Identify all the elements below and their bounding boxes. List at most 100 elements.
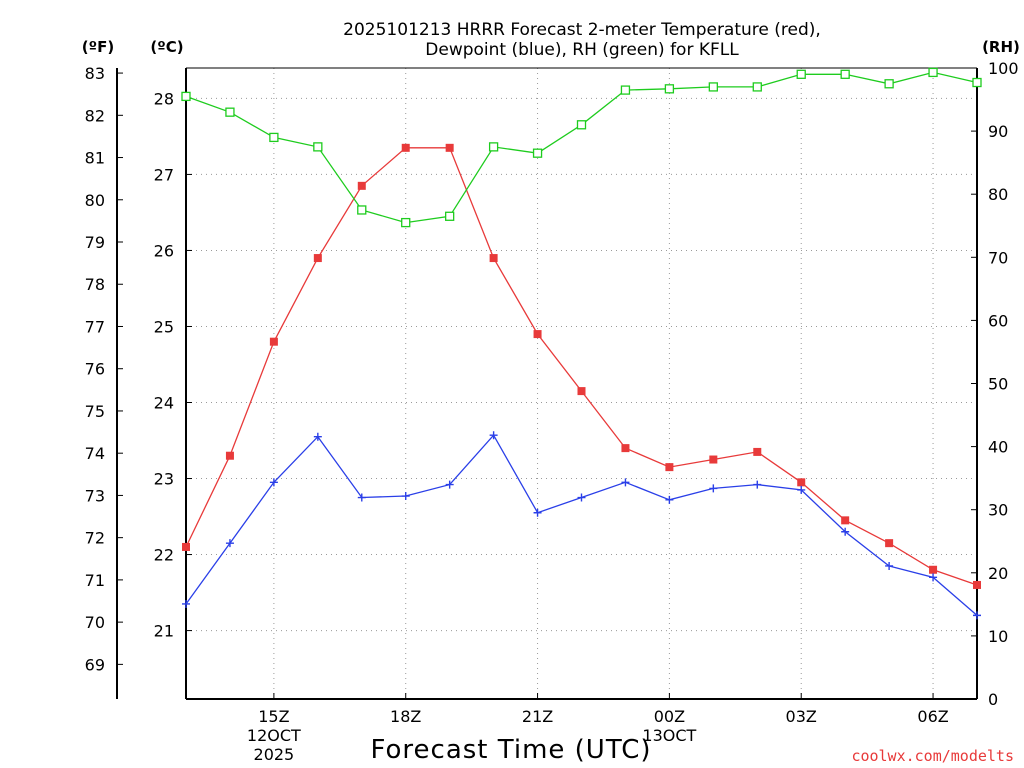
dewpoint-point bbox=[709, 484, 718, 493]
fahrenheit-tick-label: 74 bbox=[85, 444, 105, 463]
temperature-point bbox=[753, 447, 762, 456]
temperature-point bbox=[401, 143, 410, 152]
rh-point bbox=[532, 148, 543, 158]
temperature-point bbox=[313, 254, 322, 263]
chart-title-line-2: Dewpoint (blue), RH (green) for KFLL bbox=[425, 40, 739, 60]
rh-point bbox=[840, 69, 850, 79]
x-tick-label: 00Z bbox=[654, 707, 685, 726]
rh-point bbox=[928, 67, 938, 78]
dewpoint-point bbox=[269, 478, 278, 487]
celsius-tick-label: 26 bbox=[154, 241, 174, 260]
axis-layer: 69 70 71 72 73 74 75 76 77 78 79 80 81 82 83 21 22 23 24 25… bbox=[85, 59, 1019, 764]
temperature-point bbox=[709, 455, 718, 464]
x-tick-label: 21Z bbox=[522, 707, 553, 726]
rh-tick-label: 100 bbox=[988, 59, 1019, 78]
fahrenheit-tick-label: 82 bbox=[85, 106, 105, 125]
celsius-tick-label: 23 bbox=[154, 470, 174, 489]
x-tick-label: 18Z bbox=[390, 707, 421, 726]
rh-point bbox=[313, 142, 323, 152]
rh-point bbox=[401, 217, 411, 228]
temperature-point bbox=[445, 143, 454, 152]
fahrenheit-tick-label: 71 bbox=[85, 571, 105, 590]
dewpoint-point bbox=[577, 493, 586, 502]
temperature-point bbox=[533, 330, 542, 339]
dewpoint-point bbox=[929, 573, 938, 582]
celsius-tick-label: 25 bbox=[154, 317, 174, 336]
rh-point bbox=[884, 79, 894, 89]
dewpoint-point bbox=[225, 539, 234, 548]
rh-point bbox=[708, 82, 718, 92]
fahrenheit-tick-label: 81 bbox=[85, 149, 105, 168]
temperature-point bbox=[269, 337, 278, 346]
rh-tick-label: 70 bbox=[988, 248, 1008, 267]
celsius-tick-label: 21 bbox=[154, 622, 174, 641]
dewpoint-point bbox=[357, 493, 366, 502]
rh-tick-label: 40 bbox=[988, 438, 1008, 457]
rh-tick-label: 20 bbox=[988, 564, 1008, 583]
rh-point bbox=[620, 85, 631, 95]
temperature-point bbox=[225, 451, 234, 460]
chart-title-line-1: 2025101213 HRRR Forecast 2-meter Tempera… bbox=[343, 20, 821, 40]
dewpoint-point bbox=[753, 480, 762, 489]
temperature-point bbox=[885, 539, 894, 548]
site-credit: coolwx.com/modelts bbox=[851, 747, 1014, 765]
x-axis-title: Forecast Time (UTC) bbox=[370, 735, 651, 765]
dewpoint-point bbox=[841, 527, 850, 536]
rh-point bbox=[576, 120, 587, 130]
temperature-point bbox=[973, 580, 981, 589]
fahrenheit-tick-label: 72 bbox=[85, 529, 105, 548]
rh-point bbox=[357, 205, 367, 215]
x-tick-label: 13OCT bbox=[642, 726, 696, 745]
temperature-point bbox=[357, 181, 366, 190]
dewpoint-point bbox=[885, 561, 894, 570]
x-tick-label: 06Z bbox=[917, 707, 948, 726]
fahrenheit-tick-label: 73 bbox=[85, 486, 105, 505]
x-tick-label: 2025 bbox=[254, 745, 295, 764]
dewpoint-point bbox=[445, 480, 454, 489]
rh-point bbox=[225, 107, 235, 117]
celsius-tick-label: 24 bbox=[154, 394, 174, 413]
dewpoint-point bbox=[489, 431, 498, 440]
fahrenheit-tick-label: 76 bbox=[85, 360, 105, 379]
dewpoint-point bbox=[973, 611, 981, 620]
fahrenheit-tick-label: 77 bbox=[85, 317, 105, 336]
rh-point bbox=[972, 77, 982, 88]
rh-point bbox=[796, 69, 806, 79]
celsius-unit-label: (ºC) bbox=[150, 38, 183, 56]
dewpoint-point bbox=[401, 492, 410, 501]
dewpoint-point bbox=[621, 478, 630, 487]
rh-unit-label: (RH) bbox=[982, 38, 1020, 56]
grid-layer bbox=[186, 68, 977, 699]
temperature-point bbox=[489, 254, 498, 263]
fahrenheit-tick-label: 75 bbox=[85, 402, 105, 421]
fahrenheit-tick-label: 69 bbox=[85, 655, 105, 674]
temperature-point bbox=[182, 542, 190, 551]
fahrenheit-tick-label: 78 bbox=[85, 275, 105, 294]
series-layer bbox=[181, 67, 982, 620]
temperature-point bbox=[577, 387, 586, 396]
x-tick-label: 15Z bbox=[258, 707, 289, 726]
rh-tick-label: 60 bbox=[988, 311, 1008, 330]
fahrenheit-unit-label: (ºF) bbox=[82, 38, 114, 56]
dewpoint-line bbox=[185, 434, 978, 616]
rh-point bbox=[181, 91, 191, 102]
rh-tick-label: 0 bbox=[988, 690, 998, 709]
rh-point bbox=[752, 82, 762, 92]
celsius-tick-label: 28 bbox=[154, 89, 174, 108]
rh-tick-label: 50 bbox=[988, 375, 1008, 394]
temperature-point bbox=[665, 463, 674, 472]
rh-tick-label: 30 bbox=[988, 501, 1008, 520]
temperature-point bbox=[929, 565, 938, 574]
temperature-point bbox=[841, 516, 850, 525]
temperature-line bbox=[185, 147, 978, 586]
rh-point bbox=[488, 142, 499, 152]
temperature-point bbox=[797, 478, 806, 487]
rh-tick-label: 10 bbox=[988, 627, 1008, 646]
x-tick-label: 12OCT bbox=[247, 726, 301, 745]
dewpoint-point bbox=[665, 495, 674, 504]
dewpoint-point bbox=[797, 485, 806, 494]
fahrenheit-tick-label: 83 bbox=[85, 64, 105, 83]
dewpoint-point bbox=[533, 508, 542, 517]
fahrenheit-tick-label: 70 bbox=[85, 613, 105, 632]
